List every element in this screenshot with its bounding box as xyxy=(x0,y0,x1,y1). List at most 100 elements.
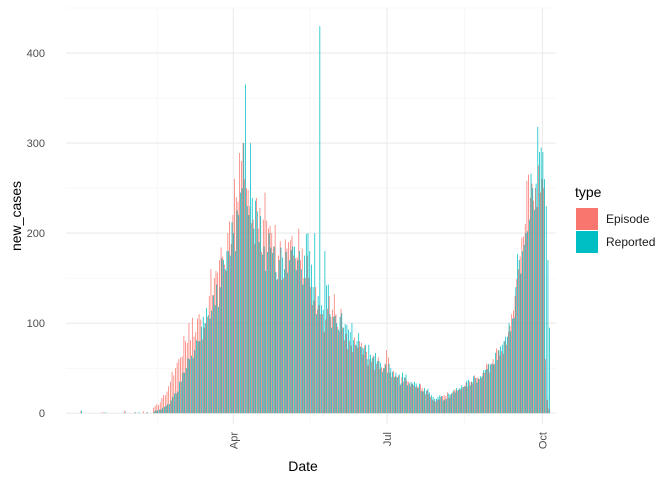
bar-reported xyxy=(160,409,162,414)
bar-episode xyxy=(538,165,540,414)
bar-episode xyxy=(328,296,330,414)
bar-episode xyxy=(457,390,458,414)
bar-episode xyxy=(501,351,502,414)
bar-reported xyxy=(226,251,228,414)
bar-episode xyxy=(423,390,425,414)
bar-episode xyxy=(355,345,357,414)
bar-episode xyxy=(519,256,521,414)
bar-reported xyxy=(341,313,343,414)
bar-reported xyxy=(366,359,368,414)
bar-reported xyxy=(544,179,545,414)
bar-reported xyxy=(344,324,346,414)
bar-reported xyxy=(280,247,282,414)
bar-reported xyxy=(180,381,182,414)
bar-reported xyxy=(346,324,348,414)
bar-reported xyxy=(420,390,422,414)
bar-episode xyxy=(325,319,327,414)
bar-reported xyxy=(332,316,334,414)
bar-episode xyxy=(418,387,420,414)
bar-reported xyxy=(486,369,488,414)
bar-reported xyxy=(204,323,206,414)
y-tick-label: 0 xyxy=(39,408,45,420)
bar-reported xyxy=(179,381,180,414)
bar-episode xyxy=(159,402,161,414)
bar-reported xyxy=(434,398,436,414)
bar-episode xyxy=(183,335,185,414)
bar-episode xyxy=(540,192,541,414)
bar-episode xyxy=(371,361,372,414)
bar-reported xyxy=(479,376,481,414)
bar-reported xyxy=(452,390,454,414)
bar-episode xyxy=(489,372,491,414)
bar-reported xyxy=(454,392,456,414)
bar-reported xyxy=(349,332,351,414)
bar-reported xyxy=(412,383,414,414)
bar-reported xyxy=(294,246,295,414)
bar-reported xyxy=(495,352,496,414)
bar-episode xyxy=(362,354,364,414)
bar-episode xyxy=(181,356,183,414)
bar-episode xyxy=(470,381,472,414)
bar-reported xyxy=(403,377,405,414)
bar-reported xyxy=(540,147,542,414)
bar-episode xyxy=(438,399,440,414)
bar-reported xyxy=(351,323,353,414)
bar-reported xyxy=(370,354,371,414)
bar-reported xyxy=(267,252,268,414)
x-axis-title: Date xyxy=(288,458,318,474)
bar-episode xyxy=(367,365,369,414)
bar-reported xyxy=(549,327,550,414)
bar-episode xyxy=(320,314,322,414)
bar-episode xyxy=(213,278,215,414)
bar-reported xyxy=(397,377,398,414)
bar-reported xyxy=(395,372,397,414)
bar-reported xyxy=(285,252,287,414)
bar-reported xyxy=(469,385,471,414)
bar-reported xyxy=(373,356,375,414)
bar-episode xyxy=(80,411,82,414)
bar-reported xyxy=(483,369,485,414)
bar-episode xyxy=(499,355,501,414)
bar-reported xyxy=(185,368,187,414)
bar-reported xyxy=(432,396,434,414)
bar-episode xyxy=(252,219,254,414)
bar-reported xyxy=(378,360,380,414)
bar-episode xyxy=(163,395,164,414)
bar-reported xyxy=(510,331,512,414)
bar-reported xyxy=(463,387,464,414)
bar-reported xyxy=(135,412,137,414)
bar-reported xyxy=(417,387,419,414)
bar-reported xyxy=(430,395,432,414)
bar-reported xyxy=(297,260,299,414)
bar-episode xyxy=(350,345,352,414)
bar-reported xyxy=(388,363,390,414)
bar-reported xyxy=(246,206,248,414)
bar-reported xyxy=(272,252,273,414)
bar-episode xyxy=(317,309,318,414)
bar-episode xyxy=(308,278,310,414)
bar-episode xyxy=(389,372,391,414)
bar-episode xyxy=(494,363,496,414)
bar-episode xyxy=(528,174,529,414)
bar-reported xyxy=(182,372,184,414)
legend-key-reported xyxy=(576,231,598,253)
bar-reported xyxy=(385,364,387,414)
bar-reported xyxy=(125,412,126,414)
bar-episode xyxy=(349,341,350,414)
bar-episode xyxy=(381,367,382,414)
bar-episode xyxy=(232,215,234,414)
bar-episode xyxy=(492,359,494,414)
bar-episode xyxy=(496,348,497,414)
bar-episode xyxy=(366,351,367,414)
bar-episode xyxy=(420,384,421,414)
bar-episode xyxy=(460,389,462,414)
bar-reported xyxy=(277,279,278,414)
bar-episode xyxy=(235,197,237,414)
bar-episode xyxy=(318,305,320,414)
bar-episode xyxy=(506,344,507,414)
bar-episode xyxy=(342,327,344,414)
bar-reported xyxy=(451,393,452,414)
bar-episode xyxy=(345,333,347,414)
bar-reported xyxy=(165,405,167,414)
bar-episode xyxy=(254,243,256,414)
